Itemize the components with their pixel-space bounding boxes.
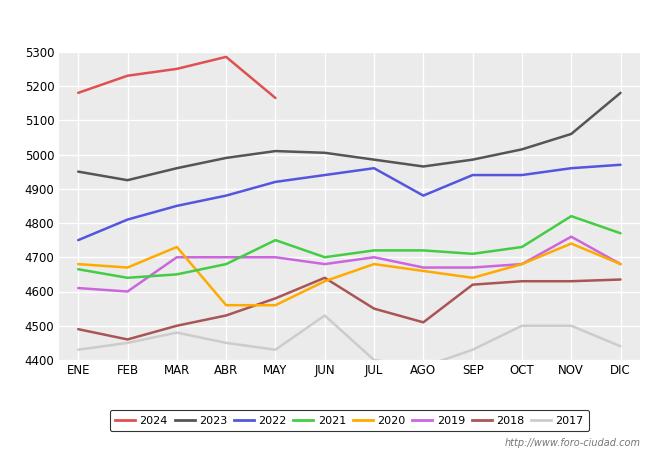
Text: Afiliados en Argentona a 31/5/2024: Afiliados en Argentona a 31/5/2024 (160, 14, 490, 33)
Text: http://www.foro-ciudad.com: http://www.foro-ciudad.com (504, 438, 640, 448)
Legend: 2024, 2023, 2022, 2021, 2020, 2019, 2018, 2017: 2024, 2023, 2022, 2021, 2020, 2019, 2018… (110, 410, 589, 432)
